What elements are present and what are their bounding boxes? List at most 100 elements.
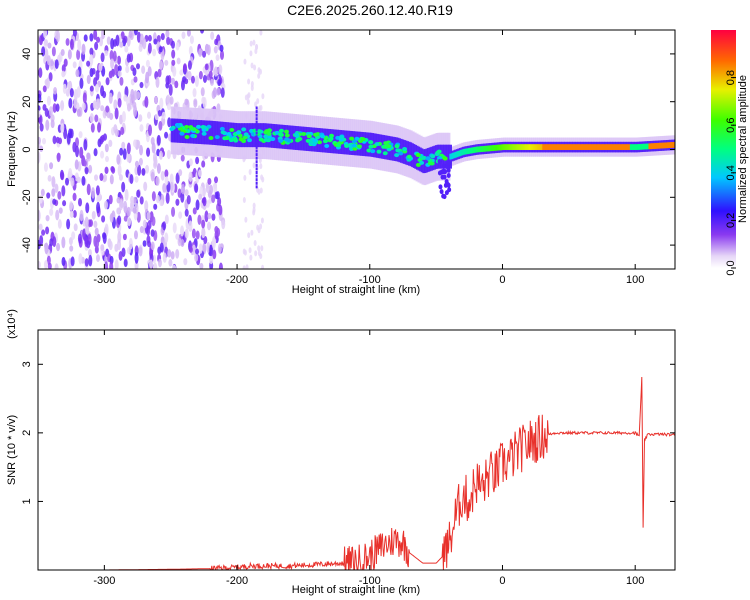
heatmap-noise-cell [172, 264, 177, 269]
heatmap-spike-cell [255, 117, 258, 121]
heatmap-noise-cell [56, 242, 61, 252]
heatmap-trace-cell [628, 144, 631, 150]
heatmap-noise-cell [217, 243, 222, 254]
heatmap-spike-cell [255, 110, 258, 114]
heatmap-noise-cell [164, 59, 169, 66]
heatmap-core-cell [196, 124, 202, 129]
heatmap-noise-cell [91, 210, 96, 220]
heatmap-noise-cell [175, 41, 180, 51]
heatmap-core-cell [256, 129, 262, 134]
heatmap-trace-cell [559, 144, 562, 150]
heatmap-trace-cell [535, 144, 538, 150]
heatmap-noise-cell [84, 216, 89, 228]
heatmap-band-cell [200, 120, 204, 145]
heatmap-noise-cell [81, 102, 86, 111]
heatmap-noise-cell [123, 94, 128, 102]
heatmap-band-cell [447, 144, 451, 169]
heatmap-core-cell [219, 126, 225, 131]
heatmap-noise-cell [157, 258, 162, 268]
heatmap-trace-cell [643, 143, 646, 150]
heatmap-spike-cell [255, 127, 258, 131]
heatmap-noise-cell [250, 229, 254, 236]
heatmap-noise-cell [106, 36, 111, 45]
heatmap-noise-cell [84, 258, 89, 267]
heatmap-noise-cell [75, 69, 80, 78]
heatmap-band-cell [242, 123, 245, 148]
heatmap-noise-cell [243, 58, 247, 65]
heatmap-trace-cell [595, 144, 598, 150]
heatmap-noise-cell [76, 108, 81, 117]
heatmap-noise-cell [252, 39, 256, 46]
heatmap-noise-cell [176, 57, 181, 65]
heatmap-trace-cell [456, 151, 459, 158]
heatmap-noise-cell [51, 176, 56, 188]
heatmap-core-cell [317, 140, 323, 145]
heatmap-noise-cell [57, 219, 62, 229]
heatmap-noise-cell [153, 203, 158, 210]
heatmap-band-cell [423, 149, 427, 174]
heatmap-noise-cell [195, 156, 200, 165]
heatmap-spike-cell [255, 145, 258, 149]
heatmap-trace-cell [657, 142, 660, 149]
heatmap-trace-cell [536, 144, 540, 150]
heatmap-noise-cell [189, 35, 194, 44]
heatmap-noise-cell [156, 163, 161, 174]
heatmap-trace-cell [586, 144, 589, 150]
heatmap-noise-cell [120, 31, 125, 40]
heatmap-trace-cell [627, 144, 630, 150]
heatmap-noise-cell [253, 64, 257, 71]
heatmap-trace-cell [491, 145, 495, 151]
heatmap-noise-cell [94, 41, 99, 51]
heatmap-noise-cell [248, 247, 252, 254]
heatmap-noise-cell [76, 176, 81, 183]
heatmap-core-cell [436, 155, 442, 160]
heatmap-band-cell [347, 130, 351, 155]
heatmap-band-cell [357, 131, 360, 156]
heatmap-noise-cell [164, 169, 169, 178]
heatmap-trace-cell [624, 144, 627, 150]
heatmap-noise-cell [70, 177, 75, 187]
heatmap-noise-cell [184, 78, 189, 85]
bottom-x-axis-label: Height of straight line (km) [292, 584, 420, 596]
heatmap-noise-cell [96, 195, 101, 203]
heatmap-noise-cell [198, 70, 203, 80]
heatmap-noise-cell [83, 34, 88, 42]
heatmap-spike-cell [255, 120, 258, 124]
heatmap-noise-cell [62, 83, 67, 95]
heatmap-dip-cell [442, 163, 447, 169]
heatmap-band-cell [213, 121, 217, 146]
heatmap-noise-cell [138, 157, 143, 166]
heatmap-noise-cell [195, 199, 200, 211]
heatmap-noise-cell [188, 158, 193, 166]
heatmap-noise-cell [188, 171, 193, 182]
heatmap-noise-cell [50, 119, 55, 129]
heatmap-noise-cell [47, 262, 52, 269]
heatmap-core-cell [226, 132, 232, 137]
heatmap-noise-cell [97, 138, 102, 148]
heatmap-core-cell [315, 132, 321, 137]
bottom-y-axis-label: SNR (10 * v/v) [6, 415, 18, 485]
heatmap-band-cell [231, 122, 234, 147]
heatmap-noise-cell [158, 120, 163, 131]
heatmap-trace-cell [475, 146, 479, 153]
heatmap-noise-cell [45, 119, 50, 131]
heatmap-trace-cell [470, 147, 473, 154]
heatmap-noise-cell [213, 46, 218, 54]
heatmap-noise-cell [88, 254, 93, 267]
heatmap-core-cell [382, 151, 388, 156]
heatmap-trace-cell [602, 144, 605, 150]
heatmap-noise-cell [100, 134, 105, 143]
heatmap-noise-cell [218, 64, 223, 75]
bottom-x-tick-label: -300 [93, 575, 115, 587]
heatmap-trace-cell [483, 145, 487, 152]
heatmap-noise-cell [122, 148, 127, 160]
heatmap-noise-cell [243, 249, 247, 256]
heatmap-band-cell [199, 120, 202, 145]
heatmap-band-cell [175, 118, 179, 143]
heatmap-trace-cell [641, 143, 645, 150]
heatmap-noise-cell [169, 96, 174, 105]
heatmap-noise-cell [159, 242, 164, 253]
heatmap-noise-cell [38, 261, 41, 269]
heatmap-noise-cell [52, 135, 57, 145]
heatmap-band-cell [431, 146, 435, 171]
